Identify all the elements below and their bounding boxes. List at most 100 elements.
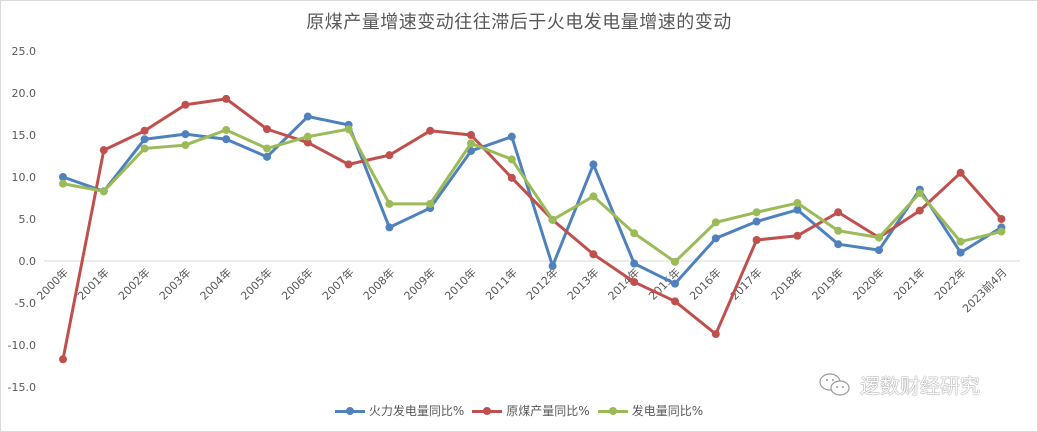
data-point [956,237,965,246]
data-point [997,215,1006,223]
series-line [62,115,1003,286]
x-tick-label: 2006年 [278,265,315,302]
legend-marker-icon [597,406,628,416]
series-line [61,97,1003,360]
legend-label: 火力发电量同比% [368,404,465,418]
data-point [140,126,149,135]
data-point [834,226,843,235]
data-point [752,217,761,226]
x-tick-label: 2003年 [156,265,193,302]
y-tick-label: 10.0 [12,171,37,184]
data-point [507,132,516,141]
watermark: 逻数财经研究 [818,370,980,399]
y-tick-label: 5.0 [19,213,37,226]
series-lines [59,94,1006,364]
data-point [181,100,190,109]
x-tick-label: 2019年 [809,265,846,302]
data-point [793,231,802,240]
x-tick-label: 2012年 [523,265,560,302]
y-tick-label: -15.0 [8,381,36,394]
x-tick-label: 2021年 [890,265,927,302]
data-point [507,173,516,182]
data-point [385,151,394,160]
x-axis: 2000年 2001年 2002年 2003年 2004年 2005年 2006年 2007年… [34,260,1020,315]
legend-item: 火力发电量同比% [334,402,465,419]
y-tick-label: -5.0 [15,297,36,310]
legend-item: 发电量同比% [597,402,703,419]
data-point [467,139,475,148]
x-tick-label: 2008年 [360,265,397,302]
data-point [671,279,679,288]
data-point [956,248,965,257]
data-point [59,173,67,181]
data-point [834,208,843,217]
data-point [711,234,720,243]
x-tick-label: 2002年 [115,265,152,302]
data-point [263,152,271,161]
x-tick-label: 2005年 [238,265,275,302]
legend-label: 原煤产量同比% [506,404,590,418]
y-tick-label: 0.0 [19,255,37,268]
chart-legend: 火力发电量同比% 原煤产量同比% 发电量同比% [0,402,1038,419]
x-tick-label: 2009年 [401,265,438,302]
data-point [140,135,149,144]
y-tick-label: 20.0 [12,87,37,100]
data-point [711,330,720,339]
data-point [630,259,639,268]
x-tick-label: 2023前4月 [959,265,1009,315]
x-tick-label: 2022年 [931,265,968,302]
data-point [181,130,190,139]
x-tick-label: 2020年 [850,265,887,302]
data-point [630,229,639,238]
data-point [385,223,394,232]
data-point [99,187,108,196]
x-tick-label: 2011年 [482,265,519,302]
data-point [222,94,231,103]
data-point [589,250,598,259]
data-point [793,205,802,214]
series-2 [59,125,1006,266]
x-tick-label: 2013年 [564,265,601,302]
data-point [303,138,312,147]
series-line [62,127,1002,264]
x-tick-label: 2016年 [686,265,723,302]
x-tick-label: 2018年 [768,265,805,302]
data-point [385,199,394,208]
data-point [752,208,761,217]
data-point [834,240,843,249]
data-point [915,188,924,197]
y-axis: 25.0 20.0 15.0 10.0 5.0 0.0 -5.0 -10.0 -15.0 [8,45,36,394]
chart-title: 原煤产量增速变动往往滞后于火电发电量增速的变动 [306,12,732,33]
legend-marker-icon [472,406,503,416]
x-tick-label: 2007年 [319,265,356,302]
data-point [507,155,516,164]
data-point [630,278,639,286]
data-point [99,146,108,155]
data-point [303,112,312,121]
data-point [59,355,67,364]
data-point [426,199,435,208]
y-tick-label: -10.0 [8,339,36,352]
data-point [915,206,924,215]
x-tick-label: 2004年 [197,265,234,302]
data-point [344,125,353,134]
data-point [303,132,312,141]
data-point [140,144,149,153]
data-point [344,160,353,169]
data-point [997,227,1006,236]
watermark-text: 逻数财经研究 [860,374,980,398]
data-point [263,125,271,134]
data-point [59,179,67,188]
data-point [548,262,557,271]
data-point [222,125,231,134]
data-point [956,168,965,177]
data-point [793,199,802,208]
x-tick-label: 2000年 [34,265,71,302]
data-point [671,297,679,306]
y-tick-label: 25.0 [12,45,37,58]
y-tick-label: 15.0 [12,129,37,142]
data-point [875,246,883,255]
data-point [875,233,883,242]
